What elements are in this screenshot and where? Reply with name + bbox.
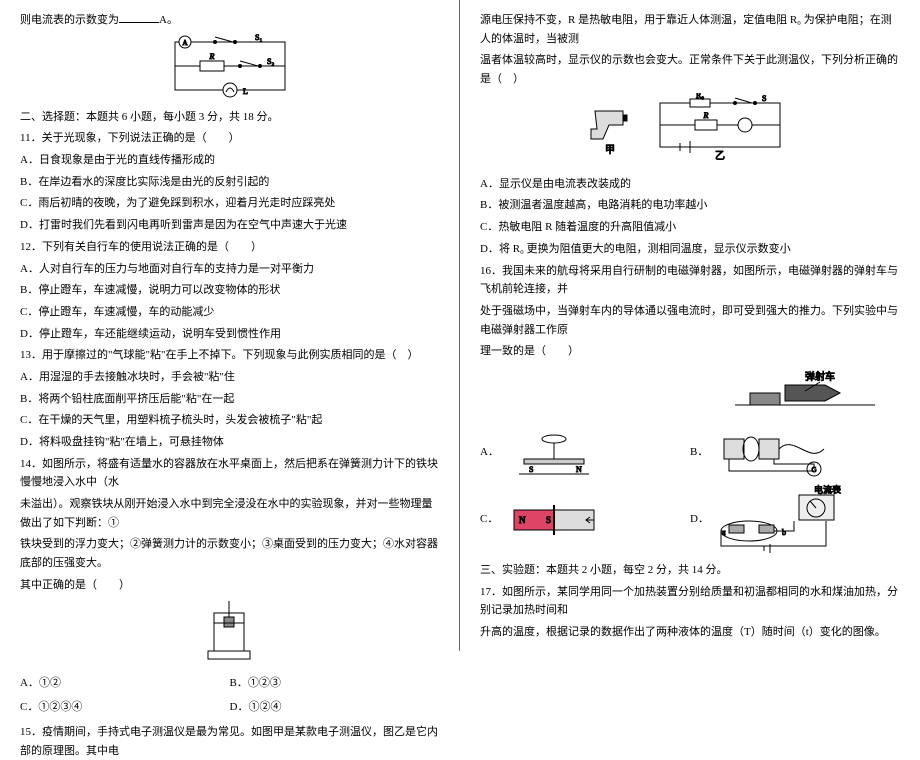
q13-b: B．将两个铅柱底面削平挤压后能"粘"在一起 [20,390,439,409]
q12: 12．下列有关自行车的使用说法正确的是（ ） [20,238,439,257]
q15-a: A．显示仪是由电流表改装成的 [480,175,900,194]
svg-text:a: a [722,528,726,537]
q15-c: C．热敏电阻 R 随着温度的升高阻值减小 [480,218,900,237]
q17-b: 升高的温度，根据记录的数据作出了两种液体的温度（T）随时间（t）变化的图像。 [480,623,900,642]
svg-text:弹射车: 弹射车 [805,370,835,383]
svg-text:S: S [529,465,533,474]
svg-text:S₂: S₂ [267,57,274,66]
beaker-svg [202,599,257,664]
circuit-figure-1: A S₁ R S₂ L [20,34,439,102]
q11-d: D．打雷时我们先看到闪电再听到雷声是因为在空气中声速大于光速 [20,216,439,235]
q14-opt-c: C．①②③④ [20,698,230,717]
q12-d: D．停止蹬车，车还能继续运动，说明车受到惯性作用 [20,325,439,344]
svg-text:b: b [782,528,786,537]
svg-text:A: A [182,39,187,47]
q14-d: 其中正确的是（ ） [20,576,439,595]
r1: 源电压保持不变，R 是热敏电阻，用于靠近人体测温，定值电阻 R₀ 为保护电阻；在… [480,11,900,48]
q16-opt-d: D． 电流表 b a [690,481,900,555]
q16-opt-a: A． SN [480,422,690,481]
q15-b: B．被测温者温度越高，电路消耗的电功率越小 [480,196,900,215]
launcher-svg: 弹射车 [730,365,880,415]
svg-text:R₀: R₀ [696,93,704,100]
thermometer-figure: 甲 R₀ S R 乙 [480,93,900,171]
section-3-title: 三、实验题：本题共 2 小题，每空 2 分，共 14 分。 [480,561,900,580]
q14-options: A．①② B．①②③ C．①②③④ D．①②④ [20,671,439,720]
text: 则电流表的示数变为 [20,14,119,26]
q14-opt-b: B．①②③ [230,674,440,693]
svg-text:R: R [703,111,709,120]
q11-a: A．日食现象是由于光的直线传播形成的 [20,151,439,170]
q-prev-tail: 则电流表的示数变为 A。 [20,11,439,30]
svg-text:R: R [208,52,214,61]
q17-a: 17．如图所示，某同学用同一个加热装置分别给质量和初温都相同的水和煤油加热，分别… [480,583,900,620]
q15: 15．疫情期间，手持式电子测温仪是最为常见。如图甲是某款电子测温仪，图乙是它内部… [20,723,439,760]
svg-text:乙: 乙 [715,150,725,162]
q12-c: C．停止蹬车，车速减慢，车的动能减少 [20,303,439,322]
q12-a: A．人对自行车的压力与地面对自行车的支持力是一对平衡力 [20,260,439,279]
q14-opt-a: A．①② [20,674,230,693]
q12-b: B．停止蹬车，车速减慢，说明力可以改变物体的形状 [20,281,439,300]
r2: 温者体温较高时，显示仪的示数也会变大。正常条件下关于此测温仪，下列分析正确的是（… [480,51,900,88]
q16-opt-c: C． NS [480,481,690,555]
generator-icon: G [714,424,834,479]
beaker-figure [20,599,439,667]
q14-a: 14．如图所示，将盛有适量水的容器放在水平桌面上，然后把系在弹簧测力计下的铁块慢… [20,455,439,492]
q13-a: A．用湿湿的手去接触冰块时，手会被"粘"住 [20,368,439,387]
thermo-svg: 甲 R₀ S R 乙 [580,93,800,168]
q11-b: B．在岸边看水的深度比实际浅是由光的反射引起的 [20,173,439,192]
left-column: 则电流表的示数变为 A。 A S₁ R S₂ L 二、选择题：本题共 6 小题，每… [0,0,460,651]
circuit-svg: A S₁ R S₂ L [155,34,305,99]
svg-text:S: S [762,94,766,103]
launcher-figure: 弹射车 [480,365,880,418]
q16-options: A． SN B． [480,422,900,555]
label-b: B． [690,443,708,459]
svg-text:N: N [519,515,526,525]
friction-icon: NS [504,490,604,545]
svg-text:L: L [243,87,248,96]
q11-c: C．雨后初晴的夜晚，为了避免踩到积水，迎着月光走时应踩亮处 [20,194,439,213]
q14-c: 铁块受到的浮力变大；②弹簧测力计的示数变小；③桌面受到的压力变大；④水对容器底部… [20,535,439,572]
label-a: A． [480,443,498,459]
label-d: D． [690,510,708,526]
q14-b: 未溢出）。观察铁块从刚开始浸入水中到完全浸没在水中的实验现象，并对一些物理量做出… [20,495,439,532]
section-2-title: 二、选择题：本题共 6 小题，每小题 3 分，共 18 分。 [20,108,439,127]
svg-text:甲: 甲 [605,145,615,156]
q14-opt-d: D．①②④ [230,698,440,717]
q13-d: D．将料吸盘挂钩"粘"在墙上，可悬挂物体 [20,433,439,452]
compass-icon: SN [504,424,604,479]
svg-text:S: S [546,515,551,525]
svg-text:电流表: 电流表 [814,484,841,495]
q13-c: C．在干燥的天气里，用塑料梳子梳头时，头发会被梳子"粘"起 [20,411,439,430]
right-column: 源电压保持不变，R 是热敏电阻，用于靠近人体测温，定值电阻 R₀ 为保护电阻；在… [460,0,920,651]
q15-d: D．将 R₀ 更换为阻值更大的电阻，测相同温度，显示仪示数变小 [480,240,900,259]
motor-icon: 电流表 b a [714,483,844,553]
q13: 13．用于摩擦过的"气球能"粘"在手上不掉下。下列现象与此例实质相同的是（ ） [20,346,439,365]
text: A。 [159,14,178,26]
svg-text:N: N [576,465,582,474]
q16-b: 处于强磁场中，当弹射车内的导体通以强电流时，即可受到强大的推力。下列实验中与电磁… [480,302,900,339]
label-c: C． [480,510,498,526]
svg-text:S₁: S₁ [255,34,262,42]
q16-opt-b: B． G [690,422,900,481]
blank [119,11,159,23]
q16-c: 理一致的是（ ） [480,342,900,361]
q11: 11．关于光现象，下列说法正确的是（ ） [20,129,439,148]
q16-a: 16．我国未来的航母将采用自行研制的电磁弹射器，如图所示，电磁弹射器的弹射车与飞… [480,262,900,299]
